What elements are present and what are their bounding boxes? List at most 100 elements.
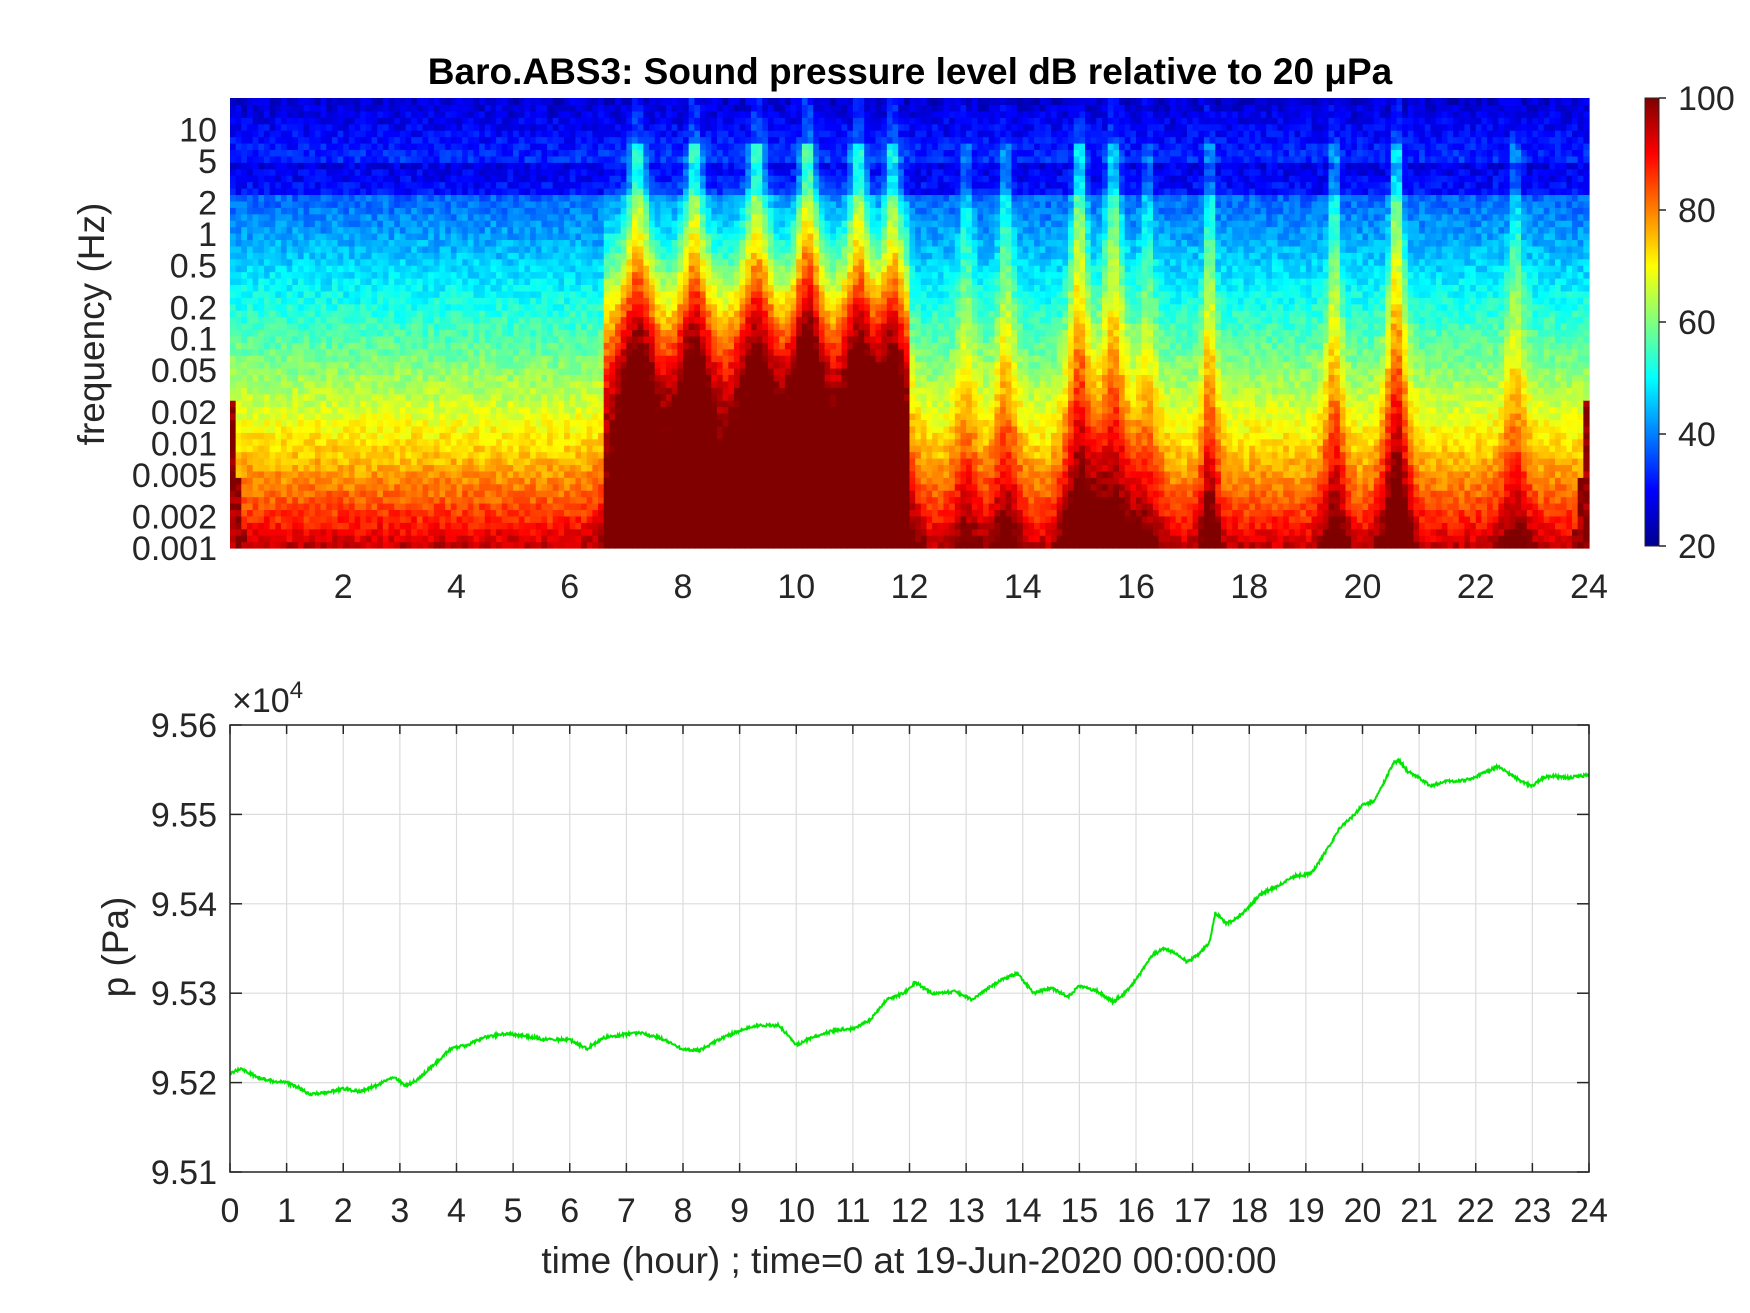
- spectrogram-cell: [632, 503, 639, 511]
- spectrogram-cell: [467, 303, 475, 311]
- spectrogram-cell: [513, 239, 520, 247]
- spectrogram-cell: [320, 297, 327, 305]
- spectrogram-cell: [575, 110, 582, 118]
- spectrogram-cell: [609, 316, 616, 324]
- spectrogram-cell: [479, 483, 486, 491]
- spectrogram-cell: [348, 233, 356, 241]
- spectrogram-cell: [484, 355, 492, 363]
- spectrogram-cell: [462, 310, 469, 318]
- spectrogram-cell: [320, 406, 327, 414]
- spectrogram-cell: [530, 98, 537, 106]
- spectrogram-cell: [286, 406, 293, 414]
- spectrogram-cell: [303, 380, 310, 388]
- spectrogram-cell: [280, 342, 288, 350]
- spectrogram-cell: [581, 271, 588, 279]
- spectrogram-cell: [303, 252, 310, 260]
- spectrogram-cell: [405, 303, 412, 311]
- spectrogram-cell: [241, 515, 248, 523]
- spectrogram-cell: [314, 490, 322, 498]
- spectrogram-cell: [518, 483, 526, 491]
- spectrogram-cell: [365, 226, 373, 234]
- spectrogram-cell: [615, 406, 622, 414]
- spectrogram-cell: [473, 445, 480, 453]
- spectrogram-cell: [581, 252, 588, 260]
- spectrogram-cell: [382, 303, 390, 311]
- spectrogram-cell: [603, 104, 610, 112]
- spectrogram-cell: [603, 110, 610, 118]
- spectrogram-cell: [331, 470, 339, 478]
- spectrogram-cell: [513, 470, 520, 478]
- spectrogram-cell: [235, 168, 242, 176]
- spectrogram-cell: [263, 98, 271, 106]
- spectrogram-cell: [382, 380, 390, 388]
- spectrogram-cell: [269, 123, 276, 131]
- spectrogram-cell: [348, 220, 356, 228]
- spectrogram-cell: [422, 323, 429, 331]
- spectrogram-cell: [462, 380, 469, 388]
- spectrogram-cell: [507, 522, 514, 530]
- spectrogram-cell: [263, 117, 271, 125]
- spectrogram-cell: [388, 432, 395, 440]
- spectrogram-cell: [524, 464, 531, 472]
- spectrogram-cell: [490, 188, 497, 196]
- spectrogram-cell: [246, 143, 254, 151]
- spectrogram-cell: [479, 297, 486, 305]
- spectrogram-cell: [297, 528, 305, 536]
- spectrogram-cell: [581, 220, 588, 228]
- spectrogram-cell: [230, 278, 237, 286]
- spectrogram-cell: [371, 226, 378, 234]
- spectrogram-cell: [592, 316, 599, 324]
- spectrogram-cell: [252, 136, 259, 144]
- spectrogram-cell: [252, 155, 259, 163]
- spectrogram-cell: [309, 213, 316, 221]
- spectrogram-cell: [399, 368, 407, 376]
- spectrogram-cell: [422, 155, 429, 163]
- spectrogram-cell: [303, 413, 310, 421]
- spectrogram-cell: [473, 284, 480, 292]
- spectrogram-cell: [309, 123, 316, 131]
- spectrogram-cell: [320, 393, 327, 401]
- spectrogram-cell: [575, 284, 582, 292]
- spectrogram-cell: [394, 445, 401, 453]
- spectrogram-cell: [592, 483, 599, 491]
- spectrogram-cell: [297, 278, 305, 286]
- spectrogram-cell: [292, 258, 299, 266]
- spectrogram-cell: [348, 290, 356, 298]
- spectrogram-cell: [462, 419, 469, 427]
- spectrogram-cell: [303, 271, 310, 279]
- spectrogram-cell: [496, 265, 503, 273]
- spectrogram-cell: [314, 117, 322, 125]
- spectrogram-cell: [269, 419, 276, 427]
- spectrogram-cell: [462, 329, 469, 337]
- spectrogram-cell: [592, 130, 599, 138]
- spectrogram-cell: [258, 535, 265, 543]
- spectrogram-cell: [246, 380, 254, 388]
- spectrogram-cell: [230, 509, 237, 517]
- spectrogram-cell: [479, 168, 486, 176]
- spectrogram-cell: [507, 207, 514, 215]
- spectrogram-cell: [275, 425, 282, 433]
- spectrogram-cell: [297, 284, 305, 292]
- spectrogram-cell: [280, 175, 288, 183]
- spectrogram-cell: [365, 432, 373, 440]
- spectrogram-cell: [309, 361, 316, 369]
- spectrogram-cell: [615, 348, 622, 356]
- spectrogram-cell: [615, 522, 622, 530]
- spectrogram-cell: [462, 503, 469, 511]
- spectrogram-cell: [541, 374, 548, 382]
- spectrogram-cell: [230, 477, 237, 485]
- spectrogram-cell: [626, 284, 633, 292]
- spectrogram-cell: [252, 464, 259, 472]
- spectrogram-cell: [564, 194, 571, 202]
- spectrogram-cell: [314, 438, 322, 446]
- spectrogram-cell: [241, 143, 248, 151]
- spectrogram-cell: [320, 400, 327, 408]
- spectrogram-cell: [603, 477, 610, 485]
- spectrogram-cell: [581, 297, 588, 305]
- spectrogram-cell: [275, 245, 282, 253]
- spectrogram-cell: [547, 406, 554, 414]
- spectrogram-cell: [581, 496, 588, 504]
- spectrogram-cell: [450, 541, 458, 549]
- spectrogram-cell: [569, 226, 577, 234]
- spectrogram-cell: [405, 117, 412, 125]
